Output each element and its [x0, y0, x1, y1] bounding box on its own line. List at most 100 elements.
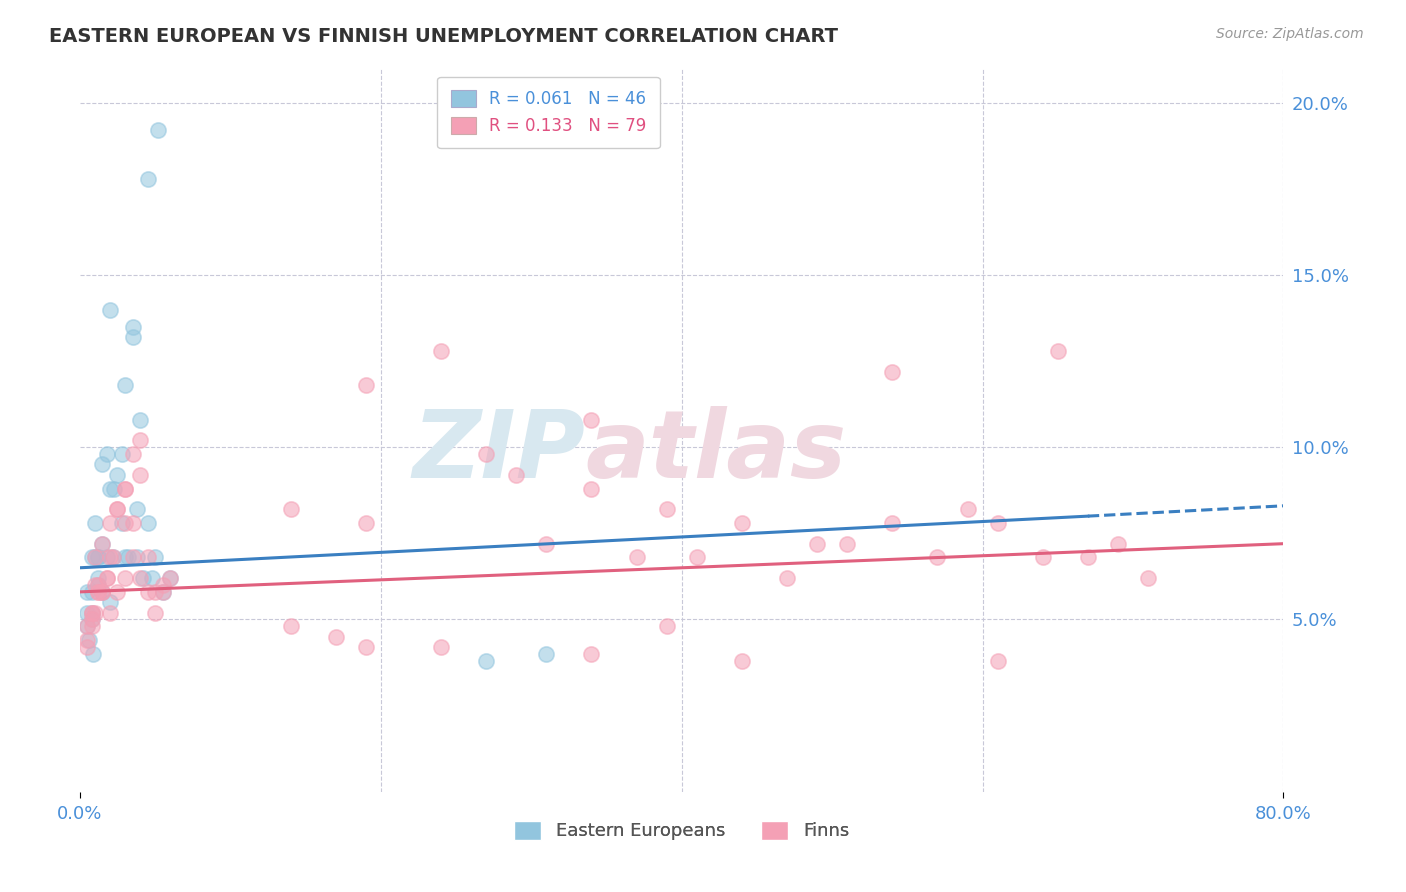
Point — [80, 612, 103, 626]
Point — [159, 571, 181, 585]
Point — [111, 447, 134, 461]
Point — [475, 654, 498, 668]
Point — [91, 585, 114, 599]
Point — [114, 516, 136, 530]
Point — [125, 550, 148, 565]
Point — [152, 578, 174, 592]
Point — [84, 578, 107, 592]
Text: atlas: atlas — [585, 406, 846, 498]
Point — [98, 302, 121, 317]
Point — [76, 619, 98, 633]
Text: ZIP: ZIP — [412, 406, 585, 498]
Point — [141, 571, 163, 585]
Text: Source: ZipAtlas.com: Source: ZipAtlas.com — [1216, 27, 1364, 41]
Point — [159, 571, 181, 585]
Point — [927, 550, 949, 565]
Point — [125, 502, 148, 516]
Point — [987, 654, 1010, 668]
Point — [430, 640, 453, 654]
Point — [82, 647, 104, 661]
Point — [882, 365, 904, 379]
Point — [80, 612, 103, 626]
Point — [1046, 343, 1069, 358]
Point — [107, 467, 129, 482]
Point — [581, 482, 603, 496]
Point — [121, 550, 143, 565]
Point — [280, 619, 302, 633]
Point — [107, 502, 129, 516]
Point — [87, 571, 110, 585]
Point — [98, 550, 121, 565]
Point — [121, 330, 143, 344]
Point — [77, 633, 100, 648]
Point — [1077, 550, 1099, 565]
Point — [96, 571, 118, 585]
Point — [1032, 550, 1054, 565]
Point — [129, 413, 152, 427]
Point — [129, 434, 152, 448]
Point — [98, 606, 121, 620]
Point — [143, 606, 166, 620]
Point — [76, 606, 98, 620]
Point — [76, 619, 98, 633]
Point — [111, 516, 134, 530]
Point — [132, 571, 155, 585]
Point — [806, 537, 828, 551]
Point — [80, 606, 103, 620]
Text: EASTERN EUROPEAN VS FINNISH UNEMPLOYMENT CORRELATION CHART: EASTERN EUROPEAN VS FINNISH UNEMPLOYMENT… — [49, 27, 838, 45]
Point — [87, 550, 110, 565]
Point — [107, 502, 129, 516]
Point — [91, 537, 114, 551]
Point — [129, 571, 152, 585]
Point — [114, 482, 136, 496]
Point — [354, 378, 377, 392]
Point — [136, 585, 159, 599]
Point — [114, 550, 136, 565]
Point — [80, 585, 103, 599]
Point — [80, 550, 103, 565]
Point — [837, 537, 859, 551]
Point — [91, 585, 114, 599]
Point — [776, 571, 799, 585]
Point — [98, 482, 121, 496]
Point — [80, 606, 103, 620]
Point — [87, 585, 110, 599]
Point — [354, 640, 377, 654]
Point — [91, 537, 114, 551]
Point — [98, 595, 121, 609]
Point — [956, 502, 979, 516]
Point — [581, 413, 603, 427]
Point — [987, 516, 1010, 530]
Point — [101, 550, 124, 565]
Point — [76, 585, 98, 599]
Point — [80, 606, 103, 620]
Point — [581, 647, 603, 661]
Point — [325, 630, 347, 644]
Point — [686, 550, 709, 565]
Point — [84, 550, 107, 565]
Legend: Eastern Europeans, Finns: Eastern Europeans, Finns — [508, 814, 856, 847]
Point — [80, 619, 103, 633]
Point — [96, 571, 118, 585]
Point — [136, 171, 159, 186]
Point — [430, 343, 453, 358]
Point — [96, 447, 118, 461]
Point — [117, 550, 139, 565]
Point — [143, 550, 166, 565]
Point — [655, 619, 678, 633]
Point — [98, 516, 121, 530]
Point — [731, 654, 754, 668]
Point — [152, 585, 174, 599]
Point — [114, 378, 136, 392]
Point — [1137, 571, 1160, 585]
Point — [475, 447, 498, 461]
Point — [101, 550, 124, 565]
Point — [76, 640, 98, 654]
Point — [87, 578, 110, 592]
Point — [87, 585, 110, 599]
Point — [87, 550, 110, 565]
Point — [505, 467, 527, 482]
Point — [129, 467, 152, 482]
Point — [146, 123, 169, 137]
Point — [91, 458, 114, 472]
